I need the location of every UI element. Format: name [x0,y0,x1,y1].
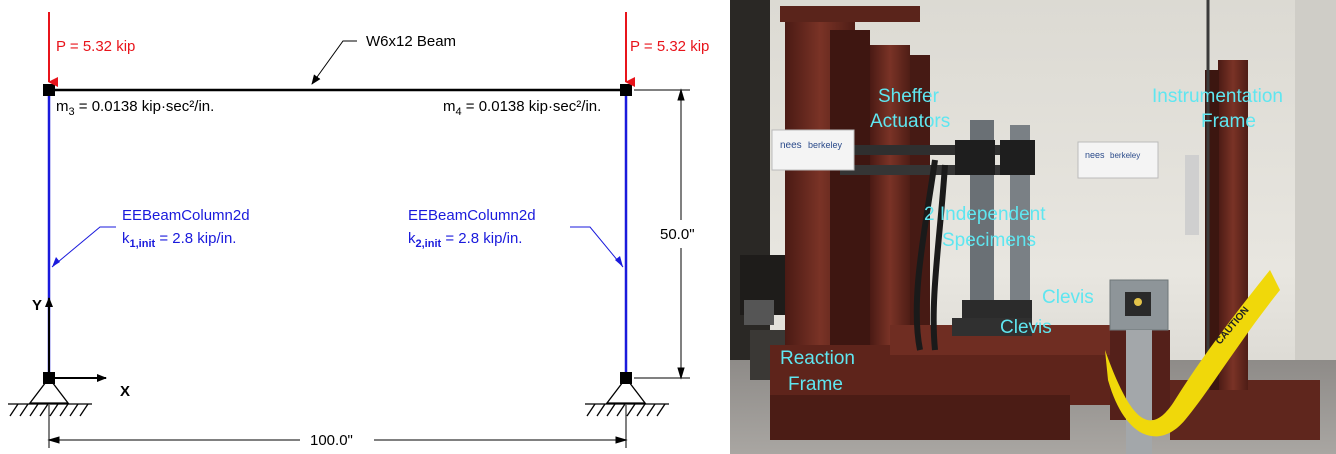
reaction-frame [780,6,930,357]
node-top-left [43,84,55,96]
column-right-element: EEBeamColumn2d [408,207,536,224]
label-instrumentation-2: Frame [1201,111,1256,132]
beam-label: W6x12 Beam [366,33,456,50]
load-label-left: P = 5.32 kip [56,38,135,55]
svg-text:berkeley: berkeley [808,140,843,150]
column-left-leader [51,226,116,268]
lab-photo: nees berkeley nees berkeley CAUTION Shef… [730,0,1336,454]
load-label-right: P = 5.32 kip [630,38,709,55]
mass-label-left: m3 = 0.0138 kip·sec²/in. [56,98,214,118]
y-axis-label: Y [32,297,42,314]
label-specimens-2: Specimens [942,230,1036,251]
height-dimension [634,88,690,380]
hydraulic-hoses [913,159,948,351]
label-instrumentation: Instrumentation [1152,86,1283,107]
sign-left: nees berkeley [771,129,855,171]
x-axis-label: X [120,383,130,400]
column-left-stiffness: k1,init = 2.8 kip/in. [122,230,236,250]
label-sheffer-actuators-2: Actuators [870,111,950,132]
sign-right: nees berkeley [1077,141,1159,179]
height-dimension-label: 50.0" [660,226,695,243]
label-clevis-top: Clevis [1042,287,1094,308]
node-top-right [620,84,632,96]
svg-text:nees: nees [1085,150,1105,160]
label-clevis-bottom: Clevis [1000,317,1052,338]
frame-diagram: P = 5.32 kip P = 5.32 kip W6x12 Beam m3 … [8,12,709,449]
width-dimension-label: 100.0" [310,432,353,449]
beam-leader [311,40,357,85]
column-left-leader-head [52,257,60,267]
clevis-block-2 [952,318,1032,336]
svg-text:berkeley: berkeley [1110,151,1140,160]
caution-tape [1105,270,1280,437]
label-reaction-frame: Reaction [780,348,855,369]
pin-support-right [585,376,669,417]
mass-label-right: m4 = 0.0138 kip·sec²/in. [443,98,601,118]
label-reaction-frame-2: Frame [788,374,843,395]
column-left-element: EEBeamColumn2d [122,207,250,224]
label-specimens: 2 Independent [924,204,1046,225]
column-right-leader-head [615,256,623,267]
column-right-leader [570,226,624,268]
pin-support-left [8,376,92,417]
column-right-stiffness: k2,init = 2.8 kip/in. [408,230,522,250]
width-dimension [47,405,628,448]
clevis-block-1 [962,300,1032,318]
base-platform [770,325,1320,440]
label-sheffer-actuators: Sheffer [878,86,940,107]
svg-text:nees: nees [780,140,802,151]
